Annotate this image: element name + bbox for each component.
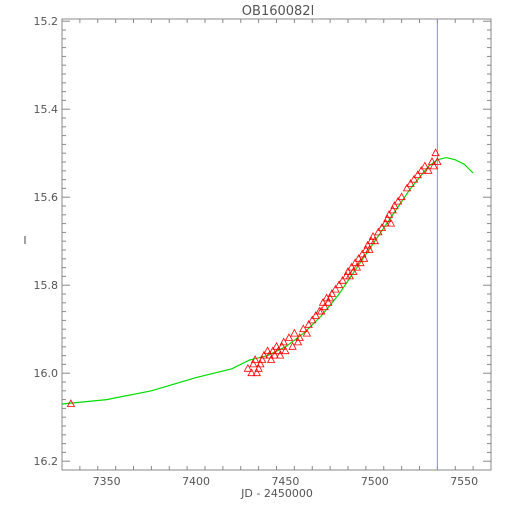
data-point-triangle <box>299 324 308 333</box>
data-point-triangle <box>325 293 335 302</box>
y-tick-label: 16.2 <box>34 455 59 468</box>
data-point-triangle <box>327 289 337 297</box>
data-point-triangle <box>308 315 317 324</box>
data-point-triangle <box>356 258 365 267</box>
x-tick-label: 7500 <box>361 475 389 488</box>
data-point-triangle <box>431 148 440 157</box>
data-point-triangle <box>256 359 265 368</box>
y-tick-label: 15.8 <box>34 279 59 292</box>
data-point-triangle <box>351 258 360 267</box>
data-point-triangle <box>290 328 299 337</box>
data-point-triangle <box>317 306 326 315</box>
data-point-triangle <box>324 297 333 306</box>
data-point-triangle <box>279 337 288 346</box>
data-point-triangle <box>288 341 297 350</box>
data-point-triangle <box>302 328 312 337</box>
data-point-triangle <box>420 161 430 170</box>
data-point-triangle <box>259 350 269 359</box>
data-point-triangle <box>247 368 256 377</box>
data-point-triangle <box>66 399 76 407</box>
data-point-triangle <box>347 262 356 271</box>
data-point-triangle <box>352 262 362 271</box>
data-point-triangle <box>433 157 442 165</box>
data-point-triangle <box>381 218 390 227</box>
data-point-triangle <box>397 192 406 201</box>
data-point-triangle <box>384 209 394 218</box>
plot-frame <box>61 18 492 471</box>
data-point-triangle <box>368 231 378 240</box>
data-point-triangle <box>429 161 438 170</box>
data-point-triangle <box>295 333 304 341</box>
data-point-triangle <box>266 355 276 363</box>
data-point-triangle <box>249 359 258 368</box>
data-point-triangle <box>345 271 354 280</box>
data-point-triangle <box>334 280 344 289</box>
data-point-triangle <box>274 346 283 355</box>
data-point-triangle <box>252 368 261 377</box>
data-point-triangle <box>263 346 272 355</box>
model-curve <box>61 156 474 405</box>
data-point-triangle <box>338 275 347 284</box>
data-point-triangle <box>250 355 260 363</box>
x-axis-label: JD - 2450000 <box>240 487 313 500</box>
data-point-triangle <box>427 157 437 165</box>
data-point-triangle <box>388 205 397 214</box>
data-point-triangle <box>320 302 329 311</box>
data-point-triangle <box>349 267 358 275</box>
data-point-triangle <box>354 253 363 262</box>
data-point-triangle <box>304 319 313 328</box>
y-axis-label: I <box>23 234 26 247</box>
y-tick-label: 16.0 <box>34 367 59 380</box>
data-point-triangle <box>393 196 403 205</box>
data-point-triangle <box>331 284 340 293</box>
data-point-triangle <box>258 355 267 363</box>
plot-area: 7350 7400 7450 7500 7550 15.2 15.4 15.6 15.8 16.0… <box>34 15 492 488</box>
data-point-triangle <box>342 271 351 280</box>
data-point-triangle <box>359 253 369 262</box>
data-point-triangle <box>409 174 419 183</box>
x-tick-label: 7550 <box>450 475 478 488</box>
data-point-triangle <box>365 245 374 253</box>
data-point-triangle <box>272 341 281 350</box>
data-point-triangle <box>377 223 387 231</box>
data-point-triangle <box>254 363 263 372</box>
y-tick-label: 15.6 <box>34 191 59 204</box>
data-point-triangle <box>370 236 379 245</box>
data-point-triangle <box>243 363 253 372</box>
data-point-triangle <box>417 165 426 174</box>
data-point-triangle <box>343 267 353 275</box>
y-tick-label: 15.2 <box>34 15 59 28</box>
data-point-triangle <box>406 179 415 187</box>
data-point-triangle <box>374 227 383 236</box>
data-point-triangle <box>311 311 320 319</box>
data-point-triangle <box>284 333 294 341</box>
x-tick-label: 7450 <box>271 475 299 488</box>
data-point-triangle <box>275 350 285 359</box>
x-tick-label: 7400 <box>182 475 210 488</box>
data-point-triangle <box>265 350 274 359</box>
data-point-triangle <box>277 341 287 350</box>
data-point-triangle <box>363 240 372 249</box>
data-point-triangle <box>402 183 412 192</box>
data-point-triangle <box>386 218 396 227</box>
data-point-triangle <box>390 201 399 209</box>
chart-title: OB160082l <box>242 4 314 19</box>
x-tick-label: 7350 <box>93 475 121 488</box>
data-point-triangle <box>424 165 433 174</box>
data-point-triangle <box>413 170 422 179</box>
data-point-triangle <box>383 214 392 223</box>
data-point-triangle <box>268 346 278 355</box>
data-point-triangle <box>358 249 367 258</box>
data-point-triangle <box>270 350 279 359</box>
y-tick-label: 15.4 <box>34 103 59 116</box>
data-point-triangle <box>293 337 303 346</box>
data-point-triangle <box>318 297 328 306</box>
data-point-triangle <box>281 346 290 355</box>
